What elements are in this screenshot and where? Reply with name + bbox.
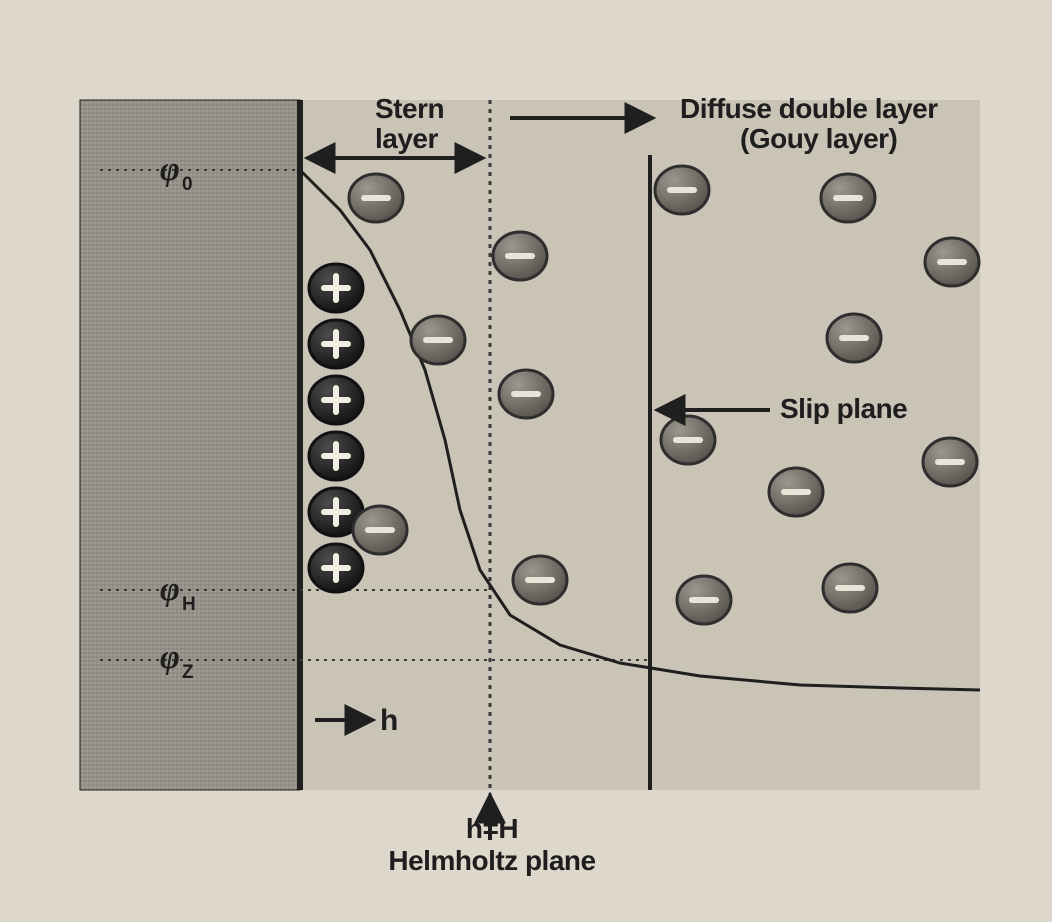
negative-ion (925, 238, 979, 286)
negative-ion (411, 316, 465, 364)
negative-ion (823, 564, 877, 612)
svg-text:φ: φ (160, 571, 179, 608)
negative-ion (769, 468, 823, 516)
negative-ion (827, 314, 881, 362)
negative-ion (493, 232, 547, 280)
negative-ion (513, 556, 567, 604)
stern-layer-label: Stern (375, 93, 444, 124)
negative-ion (677, 576, 731, 624)
negative-ion (923, 438, 977, 486)
negative-ion (499, 370, 553, 418)
negative-ion (821, 174, 875, 222)
charged-surface-slab (80, 100, 300, 790)
helmholtz-plane-label: Helmholtz plane (388, 845, 595, 876)
positive-ion (309, 376, 363, 424)
helmholtz-h-eq-label: h=H (466, 813, 518, 844)
diagram-frame: Stern layer Diffuse double layer (Gouy l… (40, 40, 1012, 882)
positive-ion (309, 320, 363, 368)
negative-ion (353, 506, 407, 554)
stern-layer-label-sub: layer (375, 123, 438, 154)
negative-ion (661, 416, 715, 464)
svg-text:H: H (182, 594, 195, 615)
diffuse-layer-label: Diffuse double layer (680, 93, 938, 124)
negative-ion (349, 174, 403, 222)
negative-ion (655, 166, 709, 214)
svg-text:φ: φ (160, 639, 179, 676)
positive-ion (309, 432, 363, 480)
positive-ion (309, 544, 363, 592)
double-layer-diagram: Stern layer Diffuse double layer (Gouy l… (40, 40, 1012, 882)
diffuse-layer-label-sub: (Gouy layer) (740, 123, 897, 154)
h-axis-label: h (380, 704, 398, 737)
positive-ion (309, 264, 363, 312)
slip-plane-label: Slip plane (780, 393, 907, 424)
svg-text:Z: Z (182, 662, 194, 683)
svg-text:0: 0 (182, 174, 192, 195)
svg-text:φ: φ (160, 151, 179, 188)
